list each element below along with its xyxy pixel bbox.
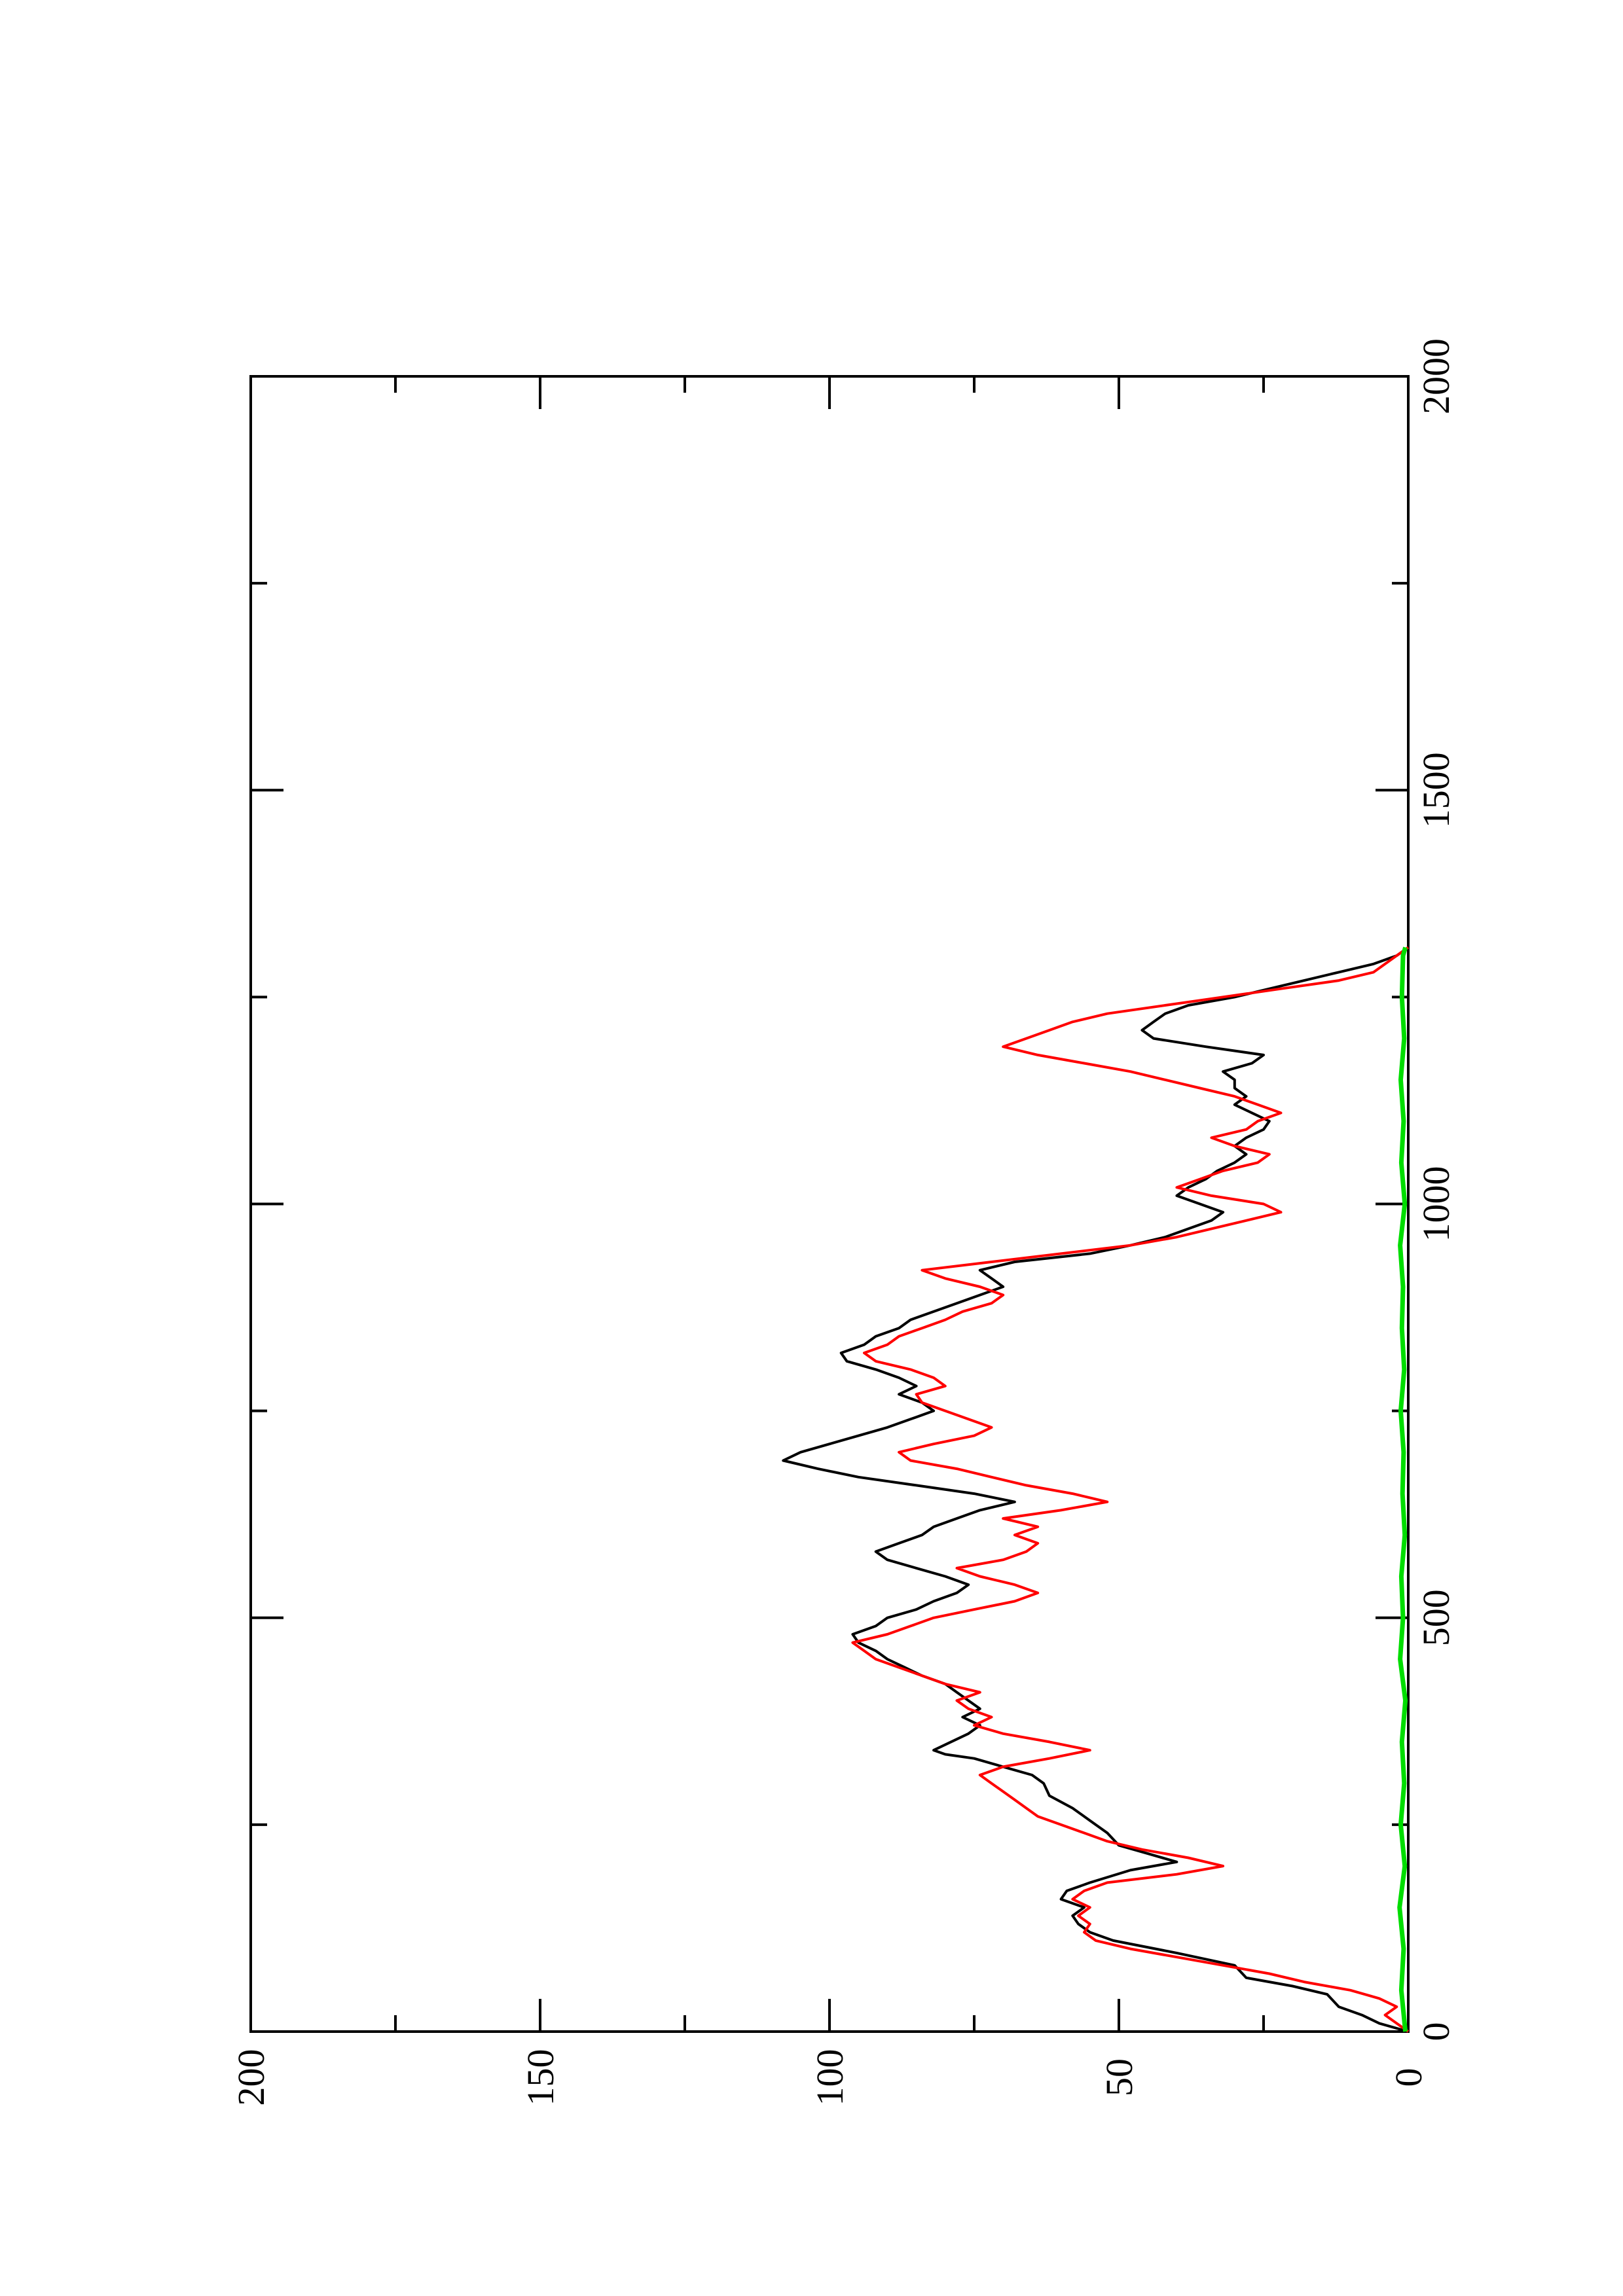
axis-ticks	[249, 375, 1410, 2033]
y-tick-label: 100	[809, 2049, 851, 2106]
tick-labels: 0 500 1000 1500 2000 0 50 100 150 200	[230, 338, 1457, 2106]
series-line-3	[1397, 946, 1408, 2032]
x-tick-label: 1000	[1415, 1166, 1457, 1242]
x-tick-label: 500	[1415, 1589, 1457, 1646]
x-tick-label: 1500	[1415, 752, 1457, 828]
y-tick-label: 50	[1098, 2058, 1140, 2096]
series-line-1	[782, 946, 1410, 2033]
y-tick-label: 200	[230, 2049, 272, 2106]
series-line-2	[851, 946, 1410, 2033]
y-tick-label: 0	[1387, 2068, 1430, 2087]
x-tick-label: 0	[1415, 2022, 1457, 2041]
y-tick-label: 150	[519, 2049, 562, 2106]
x-tick-label: 2000	[1415, 338, 1457, 414]
plot-frame	[249, 375, 1410, 2033]
series-lines	[782, 946, 1410, 2033]
